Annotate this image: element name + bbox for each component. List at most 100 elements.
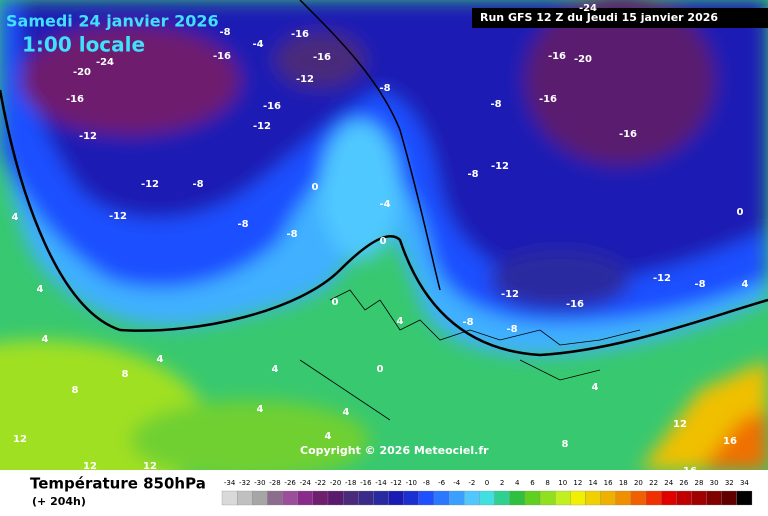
contour-label: -4 — [379, 199, 390, 210]
contour-label: -12 — [109, 211, 127, 222]
run-box — [472, 8, 768, 28]
legend-tick-label: 2 — [500, 479, 504, 487]
contour-label: -8 — [379, 83, 390, 94]
contour-label: 8 — [562, 439, 569, 450]
contour-label: -12 — [491, 161, 509, 172]
contour-label: 4 — [343, 407, 350, 418]
contour-label: 4 — [742, 279, 749, 290]
legend-tick-label: -16 — [360, 479, 372, 487]
legend-tick-label: -2 — [468, 479, 475, 487]
contour-label: -12 — [653, 273, 671, 284]
legend-tick-label: -26 — [284, 479, 296, 487]
legend-tick-label: 8 — [545, 479, 549, 487]
legend-swatch — [570, 490, 586, 506]
legend-swatch — [267, 490, 283, 506]
color-legend: -34 -32 -30 -28 -26 -24 -22 -20 -18 -16 -14 -12 -10-… — [221, 479, 753, 506]
contour-label: -16 — [291, 29, 309, 40]
legend-tick-label: 0 — [485, 479, 489, 487]
contour-label: 4 — [397, 316, 404, 327]
legend-tick-label: -22 — [315, 479, 326, 487]
legend-swatch — [342, 490, 359, 506]
contour-label: -12 — [296, 74, 314, 85]
legend-tick-label: -4 — [453, 479, 461, 487]
legend-tick-label: -34 — [224, 479, 236, 487]
contour-labels: -20 -24 -16 -12 -12 -12 -8 -8 -8 -16 -4 -16 -16 -12 -1… — [12, 3, 749, 477]
contour-label: -12 — [253, 121, 271, 132]
contour-label: -16 — [619, 129, 637, 140]
contour-label: 0 — [332, 297, 339, 308]
legend-tick-label: 22 — [649, 479, 658, 487]
legend-swatch — [736, 490, 753, 506]
contour-label: 4 — [272, 364, 279, 375]
contour-label: -16 — [213, 51, 231, 62]
contour-label: -16 — [66, 94, 84, 105]
contour-label: 8 — [72, 385, 79, 396]
contour-label: 4 — [42, 334, 49, 345]
run-info: Run GFS 12 Z du Jeudi 15 janvier 2026 — [480, 11, 718, 24]
contour-label: 16 — [683, 466, 697, 477]
contour-label: -12 — [79, 131, 97, 142]
legend-tick-label: 4 — [515, 479, 520, 487]
contour-label: 0 — [380, 236, 387, 247]
contour-label: -8 — [490, 99, 501, 110]
contour-label: -8 — [286, 229, 297, 240]
contour-label: 4 — [37, 284, 44, 295]
legend-tick-label: -30 — [254, 479, 265, 487]
legend-swatch — [509, 490, 526, 506]
legend-swatch — [524, 490, 541, 506]
contour-label: 4 — [592, 382, 599, 393]
contour-label: -4 — [252, 39, 263, 50]
legend-tick-label: 12 — [573, 479, 582, 487]
legend-swatch — [645, 490, 662, 506]
legend-tick-label: -18 — [345, 479, 356, 487]
legend-swatch — [539, 490, 556, 506]
contour-label: -8 — [219, 27, 230, 38]
contour-label: -24 — [96, 57, 114, 68]
legend-swatch — [721, 490, 738, 506]
legend-tick-label: -32 — [239, 479, 250, 487]
contour-label: 0 — [312, 182, 319, 193]
legend-swatch — [221, 490, 238, 506]
legend-swatch — [691, 490, 707, 506]
contour-label: -20 — [73, 67, 91, 78]
legend-swatch — [403, 490, 420, 506]
legend-swatch — [418, 490, 435, 506]
contour-label: -16 — [263, 101, 281, 112]
contour-label: 16 — [723, 436, 737, 447]
contour-label: -8 — [462, 317, 473, 328]
contour-label: -16 — [566, 299, 584, 310]
contour-label: 8 — [122, 369, 129, 380]
legend-swatch — [585, 490, 601, 506]
legend-swatch — [312, 490, 329, 506]
forecast-date: Samedi 24 janvier 2026 — [6, 12, 219, 31]
contour-label: -16 — [548, 51, 566, 62]
legend-tick-label: 18 — [619, 479, 628, 487]
contour-label: 0 — [377, 364, 384, 375]
legend-swatch — [676, 490, 692, 506]
contour-label: 0 — [737, 207, 744, 218]
contour-label: -12 — [141, 179, 159, 190]
legend-swatch — [494, 490, 510, 506]
legend-tick-label: 28 — [695, 479, 704, 487]
contour-label: -16 — [313, 52, 331, 63]
contour-label: -16 — [539, 94, 557, 105]
contour-label: 12 — [143, 461, 157, 472]
legend-tick-label: 26 — [679, 479, 688, 487]
legend-swatch — [433, 490, 450, 506]
legend-swatch — [252, 490, 268, 506]
legend-swatch — [236, 490, 253, 506]
contour-label: 4 — [257, 404, 264, 415]
legend-tick-label: 34 — [740, 479, 749, 487]
legend-tick-label: -6 — [438, 479, 446, 487]
contour-label: 12 — [13, 434, 27, 445]
contour-label: 4 — [325, 431, 332, 442]
legend-swatch — [600, 490, 616, 506]
contour-label: 12 — [673, 419, 687, 430]
legend-tick-label: 32 — [725, 479, 734, 487]
legend-tick-label: 10 — [558, 479, 567, 487]
legend-tick-label: 16 — [604, 479, 613, 487]
copyright: Copyright © 2026 Meteociel.fr — [300, 444, 489, 457]
contour-label: -8 — [237, 219, 248, 230]
contour-label: 4 — [12, 212, 19, 223]
